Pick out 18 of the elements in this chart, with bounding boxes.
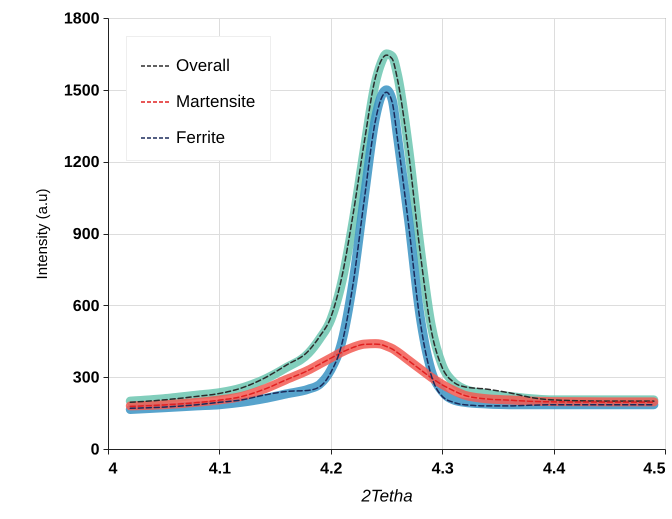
x-tick-label: 4.5 <box>643 460 666 478</box>
y-tick-label: 300 <box>72 370 100 387</box>
y-tick-label: 900 <box>72 226 100 243</box>
y-tick-label: 1800 <box>64 10 100 28</box>
legend-label: Martensite <box>176 92 256 111</box>
x-axis-title: 2Tetha <box>360 486 413 506</box>
y-tick-label: 1500 <box>64 82 100 100</box>
x-tick-label: 4 <box>108 460 118 478</box>
x-tick-label: 4.1 <box>208 460 232 478</box>
x-tick-label: 4.3 <box>432 460 454 478</box>
legend-label: Overall <box>176 56 230 75</box>
y-axis-title: Intensity (a.u) <box>34 188 51 280</box>
y-tick-label: 1200 <box>64 154 100 172</box>
legend-label: Ferrite <box>176 128 226 147</box>
y-tick-label: 600 <box>72 298 100 315</box>
x-tick-label: 4.4 <box>542 460 566 478</box>
x-tick-label: 4.2 <box>320 460 343 478</box>
y-tick-label: 0 <box>90 442 100 458</box>
